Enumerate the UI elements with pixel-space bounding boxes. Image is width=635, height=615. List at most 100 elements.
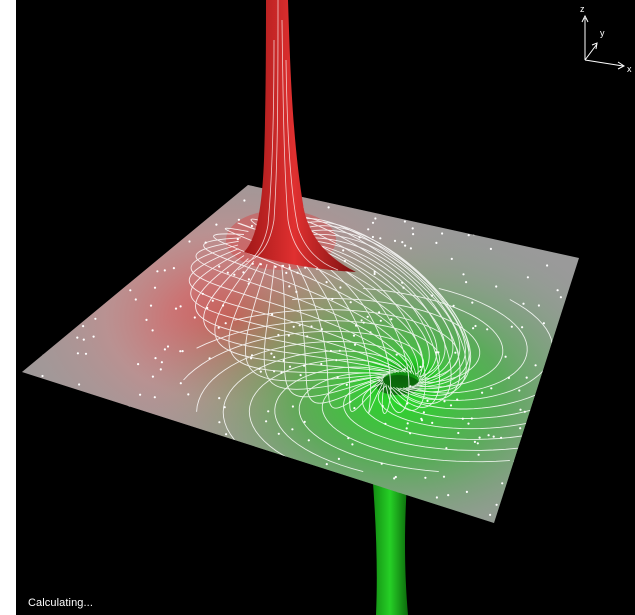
field-particle	[379, 237, 382, 240]
field-particle	[88, 297, 91, 300]
field-particle	[101, 262, 104, 265]
field-particle	[580, 227, 582, 229]
field-particle	[371, 221, 375, 224]
field-particle	[320, 500, 323, 503]
field-particle	[158, 480, 161, 483]
field-particle	[288, 365, 292, 368]
field-particle	[373, 272, 376, 276]
field-particle	[550, 509, 554, 512]
field-particle	[360, 319, 363, 322]
field-particle	[265, 486, 268, 489]
field-particle	[155, 433, 158, 436]
field-particle	[267, 410, 270, 413]
field-particle	[288, 266, 291, 269]
field-line	[311, 234, 467, 396]
field-particle	[345, 497, 348, 500]
field-particle	[431, 421, 434, 424]
field-particle	[419, 365, 422, 368]
field-particle	[236, 493, 239, 496]
field-particle	[362, 321, 365, 324]
field-particle	[366, 315, 369, 318]
field-particle	[70, 195, 73, 198]
field-particle	[474, 324, 477, 328]
field-particle	[534, 364, 537, 367]
field-particle	[445, 447, 448, 450]
field-particle	[265, 420, 268, 423]
field-particle	[56, 273, 59, 276]
field-line	[222, 350, 405, 441]
field-particle	[522, 302, 525, 305]
field-particle	[570, 247, 573, 250]
field-line	[317, 244, 440, 408]
field-line	[301, 225, 472, 390]
field-particle	[457, 431, 460, 435]
field-particle	[443, 400, 446, 403]
field-particle	[409, 247, 412, 250]
field-particle	[430, 294, 433, 297]
field-particle	[563, 389, 566, 393]
field-particle	[49, 448, 52, 451]
field-particle	[156, 488, 159, 491]
field-particle	[288, 500, 291, 503]
field-particle	[379, 319, 382, 322]
field-particle	[441, 232, 444, 235]
field-particle	[481, 391, 484, 394]
field-particle	[68, 478, 72, 482]
field-particle	[94, 317, 97, 320]
field-particle	[110, 443, 114, 447]
field-particle	[435, 351, 438, 354]
field-particle	[128, 437, 131, 441]
field-line	[203, 258, 400, 373]
field-particle	[456, 398, 459, 401]
field-particle	[166, 345, 170, 348]
field-particle	[74, 305, 78, 308]
field-particle	[29, 438, 32, 441]
field-particle	[505, 508, 508, 511]
field-particle	[435, 241, 438, 244]
field-particle	[81, 477, 84, 480]
field-particle	[118, 189, 121, 193]
render-viewport[interactable]: z y x Calculating...	[16, 0, 635, 615]
field-particle	[331, 297, 334, 301]
field-particle	[273, 370, 276, 373]
field-particle	[390, 318, 393, 321]
field-particle	[329, 349, 332, 353]
field-particle	[89, 269, 92, 272]
field-particle	[353, 407, 356, 410]
field-particle	[495, 285, 498, 288]
field-particle	[327, 206, 330, 209]
field-particle	[130, 506, 133, 509]
field-particle	[369, 209, 372, 212]
field-particle	[336, 376, 339, 379]
field-particle	[71, 211, 74, 214]
field-particle	[199, 458, 202, 461]
field-particle	[247, 278, 250, 281]
field-line	[196, 341, 413, 412]
field-particle	[153, 286, 157, 289]
field-particle	[101, 274, 105, 277]
field-particle	[91, 467, 94, 470]
field-particle	[489, 247, 492, 250]
field-particle	[487, 211, 490, 214]
field-particle	[139, 393, 142, 396]
field-particle	[303, 420, 306, 423]
field-particle	[41, 387, 44, 390]
field-particle	[310, 325, 313, 328]
field-particle	[393, 477, 396, 480]
field-particle	[282, 495, 285, 498]
field-line	[214, 260, 396, 373]
field-particle	[41, 374, 44, 378]
field-particle	[62, 230, 65, 233]
field-particle	[487, 434, 490, 437]
field-particle	[173, 208, 176, 211]
field-particle	[215, 223, 218, 226]
field-particle	[137, 429, 140, 432]
field-particle	[153, 463, 156, 466]
field-particle	[159, 427, 162, 430]
field-particle	[225, 433, 228, 436]
field-particle	[473, 440, 476, 443]
field-particle	[123, 205, 126, 208]
field-particle	[285, 271, 288, 274]
field-particle	[95, 450, 98, 453]
field-particle	[103, 286, 106, 290]
